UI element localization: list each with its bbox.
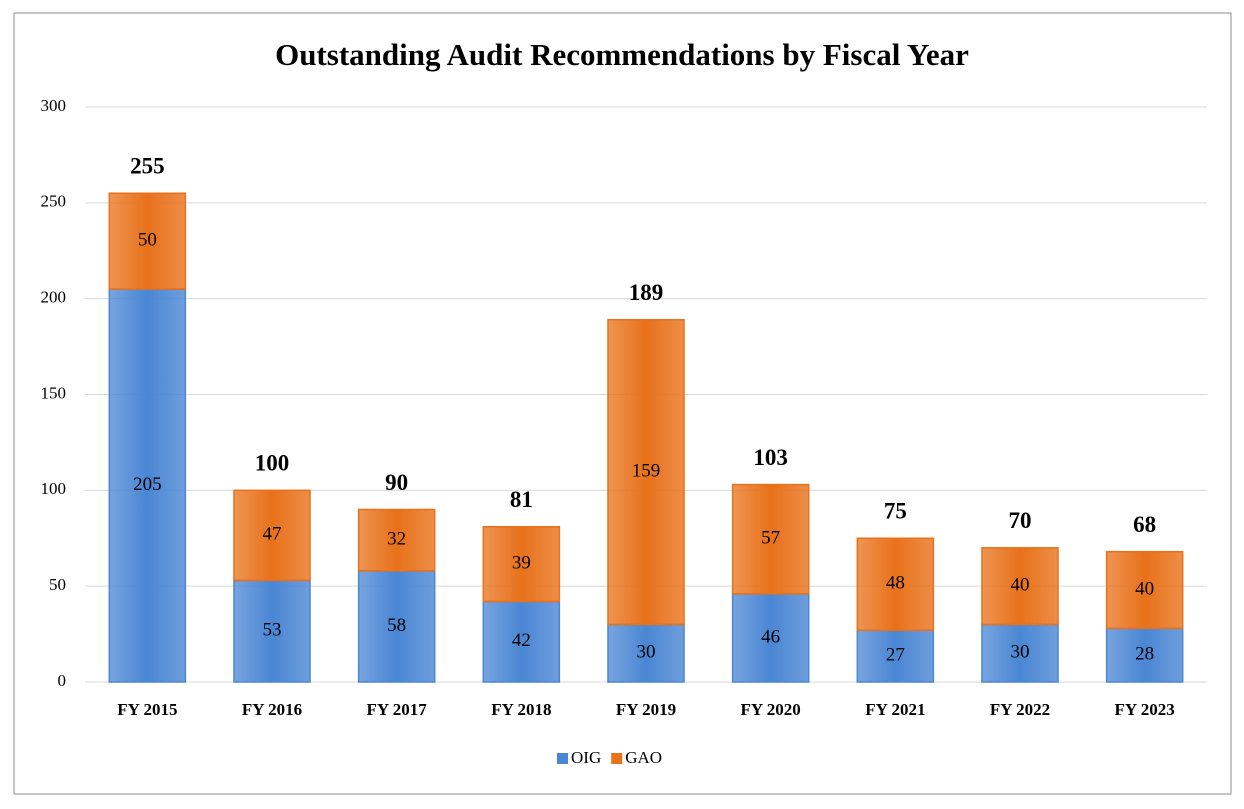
bar-segment (607, 623, 685, 683)
total-label: 81 (510, 487, 533, 512)
x-tick-label: FY 2020 (741, 700, 801, 719)
x-tick-label: FY 2015 (117, 700, 177, 719)
data-label: 53 (263, 620, 282, 641)
bar-segment (233, 579, 311, 683)
x-tick-label: FY 2019 (616, 700, 676, 719)
total-label: 103 (753, 445, 788, 470)
total-label: 255 (130, 154, 165, 179)
x-tick-label: FY 2018 (491, 700, 551, 719)
total-label: 75 (884, 499, 907, 524)
legend-swatch (611, 753, 623, 764)
data-label: 40 (1135, 578, 1154, 599)
data-label: 39 (512, 552, 531, 573)
data-label: 30 (637, 642, 656, 663)
data-label: 50 (138, 230, 157, 251)
y-tick-label: 250 (41, 192, 67, 211)
data-label: 40 (1011, 575, 1030, 596)
legend-swatch (557, 753, 568, 764)
data-label: 57 (761, 528, 780, 549)
bar-segment (108, 192, 187, 290)
bar-segment (856, 629, 935, 683)
data-label: 58 (387, 615, 406, 636)
bar-segment (731, 483, 810, 595)
x-tick-label: FY 2022 (990, 700, 1050, 719)
total-label: 68 (1133, 512, 1156, 537)
total-label: 100 (255, 451, 290, 476)
data-label: 27 (886, 644, 905, 665)
bar-segment (981, 623, 1059, 683)
y-tick-label: 50 (49, 575, 66, 594)
bar-segment (981, 547, 1059, 626)
bar-segment (233, 489, 311, 582)
bar-segment (1105, 550, 1184, 630)
total-label: 70 (1009, 508, 1032, 533)
x-tick-label: FY 2021 (865, 700, 925, 719)
bar-segment (731, 593, 810, 683)
bar-segment (482, 600, 561, 683)
legend-label: OIG (571, 748, 601, 767)
y-tick-label: 0 (58, 671, 67, 690)
data-label: 30 (1011, 642, 1030, 663)
y-tick-label: 300 (41, 96, 67, 115)
data-label: 47 (263, 524, 282, 545)
total-label: 189 (629, 280, 664, 305)
legend-label: GAO (625, 748, 662, 767)
data-label: 32 (387, 529, 406, 550)
bar-segment (357, 508, 436, 572)
bar-segment (1105, 627, 1184, 683)
bar-segment (856, 537, 935, 631)
y-tick-label: 200 (41, 288, 67, 307)
total-label: 90 (385, 470, 408, 495)
bar-segment (357, 570, 436, 683)
data-label: 159 (632, 460, 661, 481)
data-label: 28 (1135, 644, 1154, 665)
y-tick-label: 150 (41, 383, 67, 402)
data-label: 42 (512, 630, 531, 651)
data-label: 205 (133, 474, 162, 495)
bar-segment (607, 319, 685, 626)
x-tick-label: FY 2017 (367, 700, 428, 719)
data-label: 48 (886, 573, 905, 594)
chart-title: Outstanding Audit Recommendations by Fis… (275, 37, 969, 72)
x-tick-label: FY 2016 (242, 700, 302, 719)
data-label: 46 (761, 626, 780, 647)
bar-segment (108, 288, 187, 683)
y-tick-label: 100 (41, 479, 67, 498)
bar-segment (482, 526, 561, 603)
x-tick-label: FY 2023 (1115, 700, 1175, 719)
